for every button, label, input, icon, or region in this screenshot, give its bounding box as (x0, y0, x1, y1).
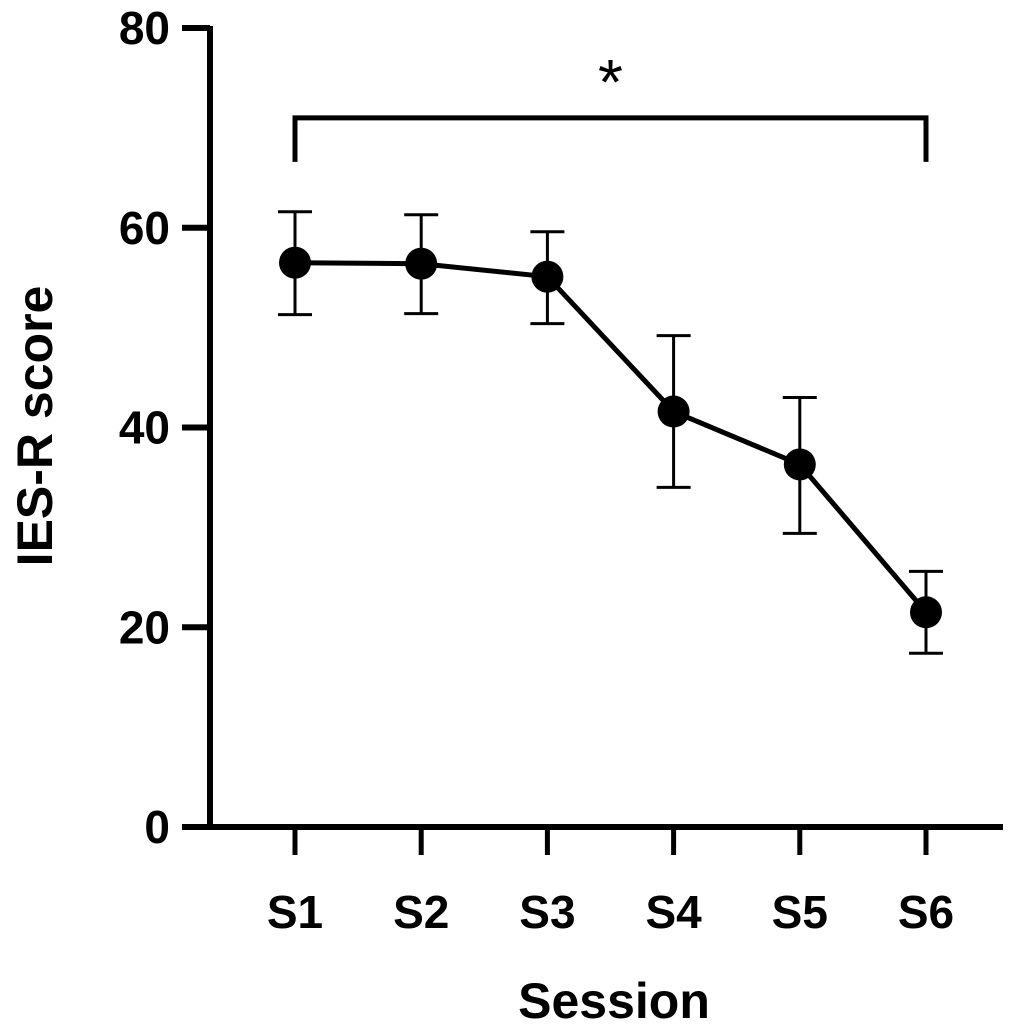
plot-area: * (278, 46, 943, 655)
x-tick-label: S2 (393, 886, 449, 938)
series-line (294, 260, 928, 614)
x-tick-label: S4 (645, 886, 702, 938)
data-point (531, 260, 564, 293)
y-axis-title: IES-R score (7, 286, 63, 567)
x-tick-label: S3 (519, 886, 575, 938)
significance-bracket (292, 115, 929, 162)
x-axis-title: Session (518, 973, 710, 1029)
data-point (405, 247, 438, 280)
data-point (910, 596, 942, 629)
y-tick-label: 40 (119, 402, 170, 454)
y-tick-label: 60 (119, 202, 170, 254)
x-tick-label: S5 (772, 886, 828, 938)
x-tick-label: S6 (898, 886, 954, 938)
axes: 0 20 40 60 80 S1 S2 S3 S4 S5 S6 (119, 2, 1003, 938)
y-tick-label: 0 (144, 801, 170, 853)
data-point (279, 246, 311, 279)
data-point (783, 448, 816, 481)
significance-label: * (598, 46, 623, 118)
y-tick-label: 20 (119, 601, 170, 653)
y-tick-label: 80 (119, 2, 170, 54)
x-tick-label: S1 (267, 886, 323, 938)
data-point (657, 395, 690, 428)
